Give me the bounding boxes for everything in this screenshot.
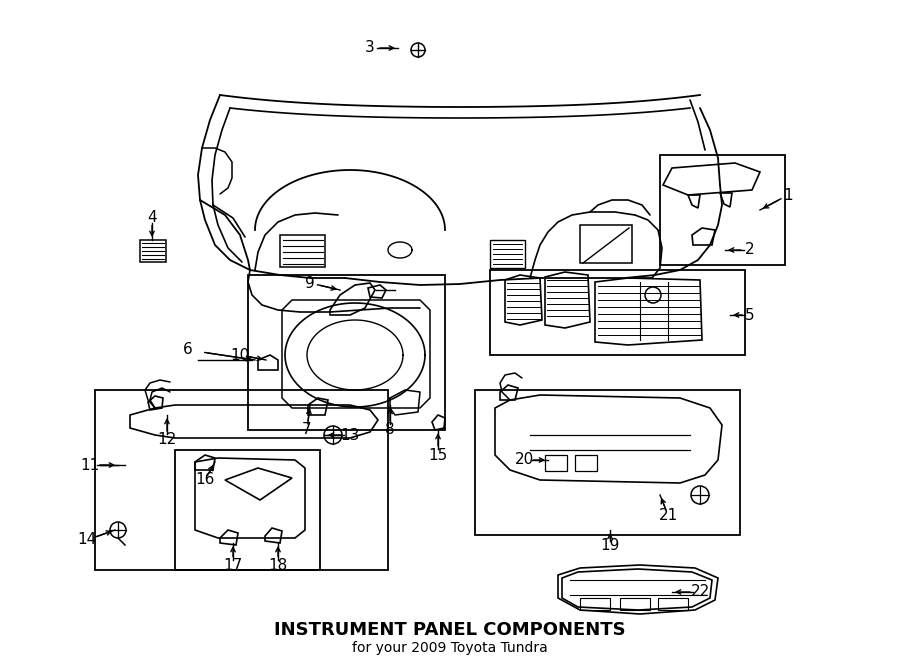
Text: 7: 7	[302, 422, 311, 438]
Bar	[620, 598, 650, 610]
Text: 21: 21	[659, 508, 678, 522]
Text: 9: 9	[305, 276, 315, 290]
Bar	[248, 275, 445, 430]
Text: 15: 15	[428, 447, 447, 463]
Text: 20: 20	[516, 453, 535, 467]
Bar	[490, 240, 525, 268]
Text: 2: 2	[745, 243, 755, 258]
Bar	[580, 225, 632, 263]
Bar	[660, 155, 785, 265]
Bar	[95, 390, 388, 570]
Bar	[575, 455, 597, 471]
Bar	[580, 598, 610, 610]
Text: 19: 19	[600, 537, 620, 553]
Text: 13: 13	[340, 428, 360, 442]
Text: 4: 4	[148, 210, 157, 225]
Text: 10: 10	[230, 348, 249, 362]
Text: 14: 14	[77, 533, 96, 547]
Text: 1: 1	[783, 188, 793, 202]
Text: 12: 12	[158, 432, 176, 447]
Text: 8: 8	[385, 422, 395, 438]
Text: 11: 11	[80, 457, 100, 473]
Text: 3: 3	[365, 40, 375, 56]
Text: 17: 17	[223, 557, 243, 572]
Bar	[280, 235, 325, 267]
Bar	[475, 390, 740, 535]
Text: 16: 16	[195, 473, 215, 488]
Text: 6: 6	[183, 342, 193, 358]
Bar	[658, 598, 688, 610]
Text: 18: 18	[268, 557, 288, 572]
Text: for your 2009 Toyota Tundra: for your 2009 Toyota Tundra	[352, 641, 548, 655]
Text: INSTRUMENT PANEL COMPONENTS: INSTRUMENT PANEL COMPONENTS	[274, 621, 626, 639]
Bar	[545, 455, 567, 471]
Text: 22: 22	[690, 584, 709, 600]
Bar	[490, 270, 745, 355]
Text: 5: 5	[745, 307, 755, 323]
Bar	[175, 450, 320, 570]
Bar	[140, 240, 166, 262]
